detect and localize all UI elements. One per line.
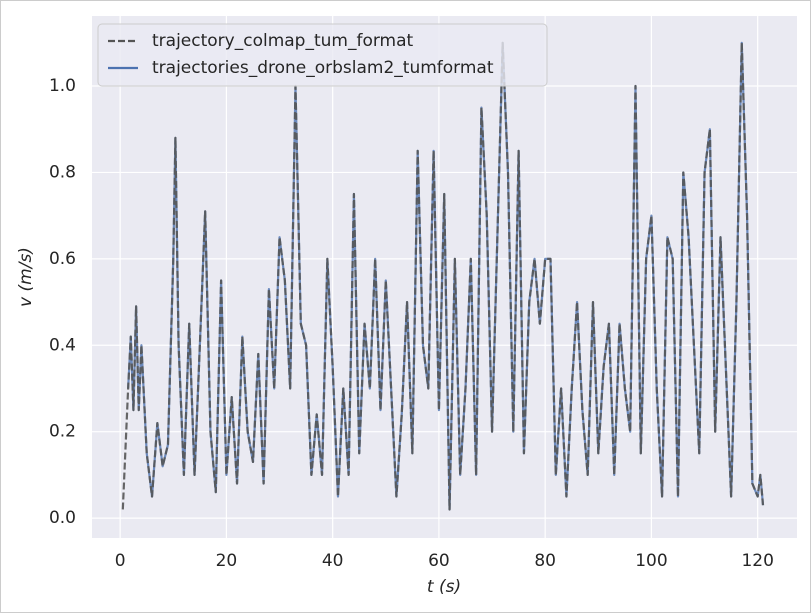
y-tick-label: 0.6	[49, 249, 76, 269]
y-tick-label: 0.2	[49, 422, 76, 442]
series-line	[121, 41, 765, 511]
x-tick-label: 80	[534, 551, 556, 571]
y-tick-label: 1.0	[49, 76, 76, 96]
x-tick-label: 120	[741, 551, 773, 571]
x-tick-label: 100	[635, 551, 667, 571]
y-tick-label: 0.4	[49, 335, 76, 355]
x-tick-label: 0	[115, 551, 126, 571]
ticks: 0 20 40 60 80 100 120 0.0 0.2 0.4 0.6 0.8 1.0	[49, 76, 774, 571]
grid	[92, 16, 797, 538]
legend-box	[97, 23, 548, 87]
x-tick-label: 60	[428, 551, 450, 571]
y-tick-label: 0.8	[49, 162, 76, 182]
legend: trajectory_colmap_tum_format trajectories…	[97, 23, 548, 87]
legend-label: trajectory_colmap_tum_format	[152, 31, 414, 51]
x-tick-label: 40	[322, 551, 344, 571]
y-axis-label: v (m/s)	[16, 247, 36, 307]
x-axis-label: t (s)	[427, 577, 461, 597]
y-tick-label: 0.0	[49, 508, 76, 528]
legend-label: trajectories_drone_orbslam2_tumformat	[152, 58, 494, 78]
lines	[121, 41, 765, 511]
x-tick-label: 20	[216, 551, 238, 571]
